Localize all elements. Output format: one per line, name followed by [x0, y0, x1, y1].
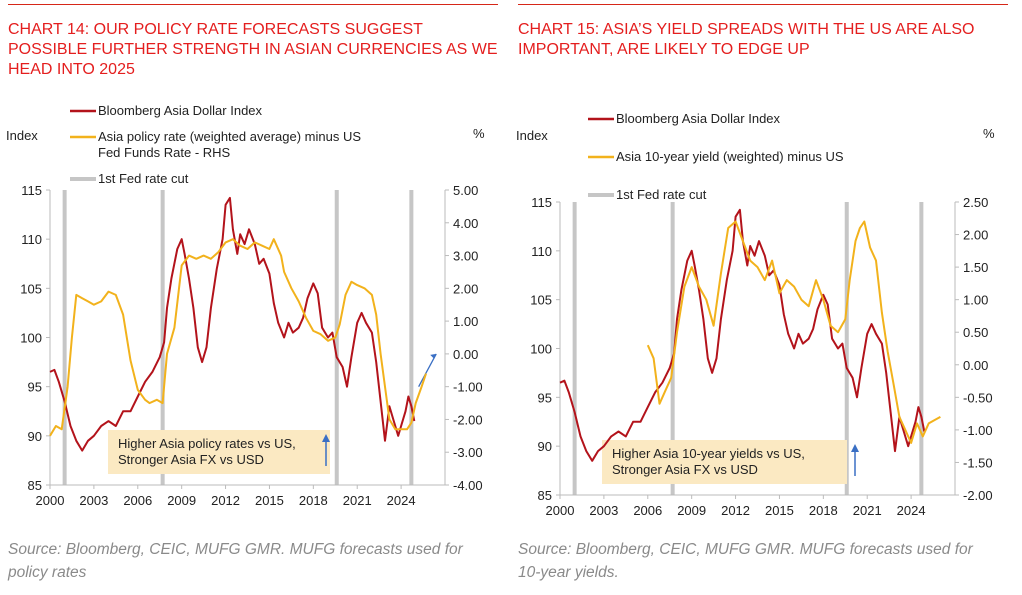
y2-tick-label: -3.00	[453, 445, 483, 460]
x-tick-label: 2003	[79, 493, 108, 508]
fed-cut-bar	[844, 202, 849, 495]
legend-entry: Bloomberg Asia Dollar Index	[98, 103, 263, 118]
y2-tick-label: 4.00	[453, 216, 478, 231]
y-tick-label: 105	[530, 293, 552, 308]
annotation-box	[108, 430, 330, 474]
fed-cut-bar	[160, 190, 165, 485]
annotation-text: Higher Asia 10-year yields vs US,	[612, 446, 805, 461]
x-tick-label: 2021	[853, 503, 882, 518]
y2-tick-label: 2.50	[963, 195, 988, 210]
source-note: Source: Bloomberg, CEIC, MUFG GMR. MUFG …	[518, 541, 973, 581]
y-tick-label: 115	[531, 195, 552, 210]
y-tick-label: 90	[538, 439, 552, 454]
x-tick-label: 2021	[343, 493, 372, 508]
y2-tick-label: 0.50	[963, 325, 988, 340]
fed-cut-bar	[670, 202, 675, 495]
y2-axis-label: %	[473, 126, 485, 141]
x-tick-label: 2024	[387, 493, 416, 508]
title-rule	[518, 4, 1008, 5]
x-tick-label: 2012	[721, 503, 750, 518]
annotation-text: Stronger Asia FX vs USD	[118, 452, 264, 467]
chart-14-panel: CHART 14: OUR POLICY RATE FORECASTS SUGG…	[0, 0, 500, 595]
y2-tick-label: 2.00	[453, 281, 478, 296]
x-tick-label: 2000	[546, 503, 575, 518]
y2-tick-label: 2.00	[963, 228, 988, 243]
y-tick-label: 100	[20, 331, 42, 346]
y-tick-label: 110	[21, 232, 42, 247]
y-tick-label: 115	[21, 183, 42, 198]
legend-entry: Fed Funds Rate - RHS	[98, 145, 231, 160]
arrow-head-icon	[322, 434, 330, 442]
y2-tick-label: 0.00	[453, 347, 478, 362]
y-tick-label: 85	[538, 488, 552, 503]
chart-15-panel: CHART 15: ASIA’S YIELD SPREADS WITH THE …	[510, 0, 1010, 595]
chart-14: Index % Bloomberg Asia Dollar Index Asia po…	[6, 103, 485, 508]
y-tick-label: 85	[28, 478, 42, 493]
y-tick-label: 100	[530, 342, 552, 357]
x-tick-label: 2012	[211, 493, 240, 508]
x-tick-label: 2006	[123, 493, 152, 508]
y2-tick-label: -1.00	[453, 380, 483, 395]
y-tick-label: 105	[20, 281, 42, 296]
x-tick-label: 2015	[765, 503, 794, 518]
fed-cut-bar	[62, 190, 67, 485]
y-axis-label: Index	[516, 128, 548, 143]
y2-tick-label: -2.00	[963, 488, 993, 503]
y2-tick-label: 0.00	[963, 358, 988, 373]
source-note: Source: Bloomberg, CEIC, MUFG GMR. MUFG …	[8, 541, 463, 581]
x-tick-label: 2009	[167, 493, 196, 508]
fed-cut-bar	[334, 190, 339, 485]
y2-axis-label: %	[983, 126, 995, 141]
chart-15: Index % Bloomberg Asia Dollar Index Asia 10…	[516, 111, 995, 518]
y2-tick-label: 5.00	[453, 183, 478, 198]
series-line	[646, 220, 941, 444]
y2-tick-label: 1.00	[963, 293, 988, 308]
y2-tick-label: 1.00	[453, 314, 478, 329]
title-rule	[8, 4, 498, 5]
x-tick-label: 2024	[897, 503, 926, 518]
forecast-arrow-icon	[418, 353, 437, 387]
x-tick-label: 2018	[809, 503, 838, 518]
forecast-arrowhead-icon	[430, 353, 437, 359]
series-line	[49, 196, 416, 452]
y-axis-label: Index	[6, 128, 38, 143]
legend-entry: Bloomberg Asia Dollar Index	[616, 111, 781, 126]
series-line	[49, 238, 427, 437]
y-tick-label: 90	[28, 429, 42, 444]
chart-title: CHART 15: ASIA’S YIELD SPREADS WITH THE …	[518, 21, 975, 58]
fed-cut-bar	[919, 202, 924, 495]
fed-cut-bar	[409, 190, 414, 485]
x-tick-label: 2009	[677, 503, 706, 518]
legend-entry: Asia 10-year yield (weighted) minus US	[616, 149, 844, 164]
y2-tick-label: 3.00	[453, 249, 478, 264]
x-tick-label: 2018	[299, 493, 328, 508]
y2-tick-label: 1.50	[963, 260, 988, 275]
legend-entry: 1st Fed rate cut	[98, 171, 189, 186]
y-tick-label: 110	[531, 244, 552, 259]
chart-title: CHART 14: OUR POLICY RATE FORECASTS SUGG…	[8, 21, 498, 78]
x-tick-label: 2003	[589, 503, 618, 518]
y2-tick-label: -1.50	[963, 455, 993, 470]
series-line	[559, 208, 926, 462]
annotation-text: Higher Asia policy rates vs US,	[118, 436, 296, 451]
x-tick-label: 2000	[36, 493, 65, 508]
y-tick-label: 95	[538, 390, 552, 405]
x-tick-label: 2015	[255, 493, 284, 508]
legend-entry: 1st Fed rate cut	[616, 187, 707, 202]
x-tick-label: 2006	[633, 503, 662, 518]
y2-tick-label: -2.00	[453, 412, 483, 427]
y-tick-label: 95	[28, 380, 42, 395]
y2-tick-label: -4.00	[453, 478, 483, 493]
arrow-head-icon	[851, 444, 859, 452]
fed-cut-bar	[572, 202, 577, 495]
legend-entry: Asia policy rate (weighted average) minu…	[98, 129, 361, 144]
y2-tick-label: -0.50	[963, 390, 993, 405]
annotation-box	[602, 440, 847, 484]
annotation-text: Stronger Asia FX vs USD	[612, 462, 758, 477]
y2-tick-label: -1.00	[963, 423, 993, 438]
